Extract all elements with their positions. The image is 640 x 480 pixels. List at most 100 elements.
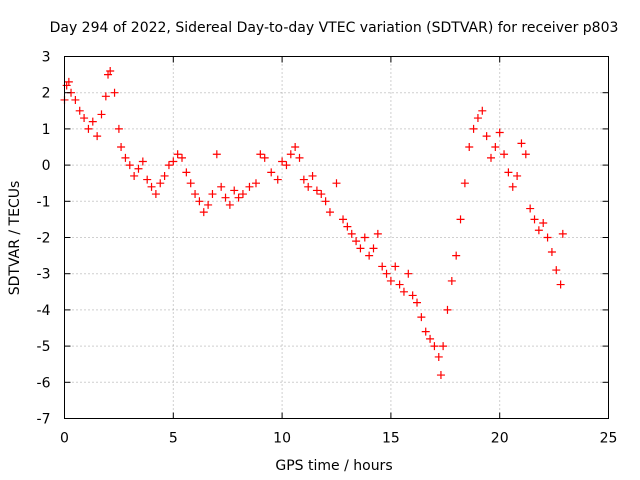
data-point: [395, 280, 404, 289]
data-point: [130, 171, 139, 180]
data-point: [352, 237, 361, 246]
data-point: [360, 233, 369, 242]
data-point: [234, 193, 243, 202]
data-point: [101, 92, 110, 101]
data-point: [556, 280, 565, 289]
y-tick-label: -3: [37, 267, 51, 283]
data-point: [436, 371, 445, 380]
data-point: [552, 266, 561, 275]
data-point: [251, 179, 260, 188]
data-point: [88, 117, 97, 126]
data-point: [321, 197, 330, 206]
data-point: [93, 132, 102, 141]
data-point: [386, 276, 395, 285]
data-point: [530, 215, 539, 224]
data-point: [169, 157, 178, 166]
data-point: [164, 161, 173, 170]
data-point: [299, 175, 308, 184]
data-point: [439, 342, 448, 351]
x-tick-label: 15: [382, 431, 400, 447]
data-point: [312, 186, 321, 195]
y-tick-label: 3: [42, 50, 51, 66]
data-point: [97, 110, 106, 119]
data-point: [473, 114, 482, 123]
data-point: [332, 179, 341, 188]
data-point: [186, 179, 195, 188]
data-point: [84, 124, 93, 133]
data-point: [204, 200, 213, 209]
data-point: [62, 81, 71, 90]
x-tick-label: 0: [60, 431, 69, 447]
data-point: [282, 161, 291, 170]
axis-ticks: 0 5 10 15 20 25 -7 -6 -5 -4 -3 -2 -1 0 1 2 3: [37, 50, 618, 447]
data-point: [191, 190, 200, 199]
data-point: [447, 276, 456, 285]
data-point: [199, 208, 208, 217]
data-point: [143, 175, 152, 184]
data-point: [245, 182, 254, 191]
data-point: [160, 171, 169, 180]
data-point: [134, 164, 143, 173]
data-point: [278, 157, 287, 166]
data-point: [339, 215, 348, 224]
data-point: [343, 222, 352, 231]
data-point: [125, 161, 134, 170]
data-point: [465, 143, 474, 151]
data-point: [521, 150, 530, 159]
data-point: [413, 298, 422, 307]
data-point: [517, 139, 526, 148]
data-point: [317, 190, 326, 199]
data-point: [513, 171, 522, 180]
data-point: [178, 153, 187, 162]
data-point: [217, 182, 226, 191]
data-point: [417, 313, 426, 322]
data-point: [486, 153, 495, 162]
data-point: [295, 153, 304, 162]
data-point: [547, 247, 556, 256]
data-point: [482, 132, 491, 141]
y-tick-label: -7: [37, 412, 51, 428]
data-point: [508, 182, 517, 191]
x-tick-label: 20: [491, 431, 509, 447]
data-point: [408, 291, 417, 300]
data-point: [208, 190, 217, 199]
data-point: [469, 124, 478, 133]
y-tick-label: -4: [37, 303, 51, 319]
x-tick-label: 10: [273, 431, 291, 447]
y-tick-label: -5: [37, 339, 51, 355]
data-point: [221, 193, 230, 202]
data-point: [110, 88, 119, 97]
data-point: [291, 143, 300, 151]
y-tick-label: -2: [37, 231, 51, 247]
data-point: [495, 128, 504, 137]
data-point: [504, 168, 513, 177]
data-point: [369, 244, 378, 253]
data-point: [147, 182, 156, 191]
data-point: [539, 219, 548, 228]
data-point: [121, 153, 130, 162]
y-tick-label: -6: [37, 375, 51, 391]
data-point: [117, 143, 126, 151]
data-point: [430, 342, 439, 351]
data-point: [391, 262, 400, 271]
data-point: [421, 327, 430, 336]
data-point: [452, 251, 461, 260]
grid-lines: [64, 56, 609, 419]
data-point: [304, 182, 313, 191]
x-tick-label: 25: [600, 431, 618, 447]
data-point: [356, 244, 365, 253]
data-point: [373, 229, 382, 238]
data-point: [478, 106, 487, 115]
data-point: [325, 208, 334, 217]
data-point: [558, 229, 567, 238]
data-point: [238, 190, 247, 199]
data-point: [114, 124, 123, 133]
data-point: [138, 157, 147, 166]
data-point: [260, 153, 269, 162]
data-point: [267, 168, 276, 177]
data-point: [182, 168, 191, 177]
y-axis-label: SDTVAR / TECUs: [7, 181, 23, 296]
data-point: [491, 143, 500, 151]
data-point: [434, 352, 443, 361]
